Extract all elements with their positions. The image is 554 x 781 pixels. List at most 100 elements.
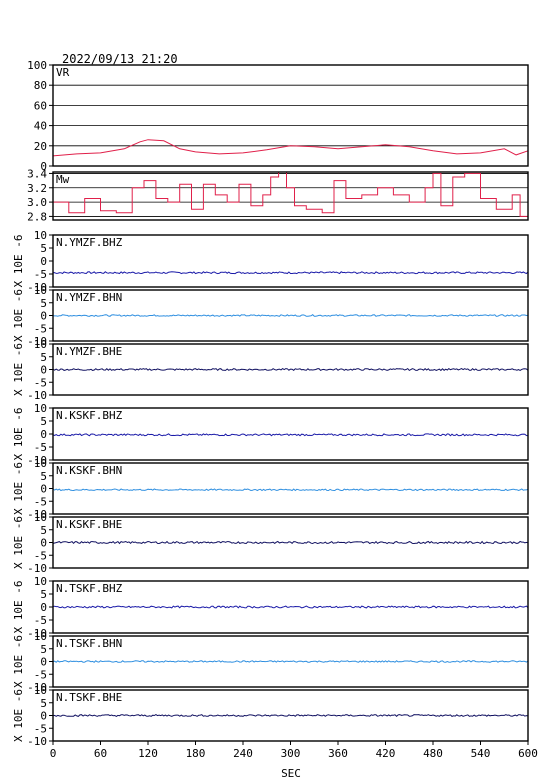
y-axis-label: X 10E -6 bbox=[12, 343, 25, 396]
y-axis-label: X 10E -6 bbox=[12, 235, 25, 288]
y-tick-label: -10 bbox=[27, 389, 47, 402]
x-axis-label: SEC bbox=[281, 767, 301, 780]
x-tick-label: 420 bbox=[376, 747, 396, 760]
y-tick-label: 0 bbox=[40, 364, 47, 377]
panel-label: Mw bbox=[56, 173, 70, 186]
y-axis-label: X 10E -6 bbox=[12, 516, 25, 569]
x-tick-label: 240 bbox=[233, 747, 253, 760]
y-axis-label: X 10E -6 bbox=[12, 462, 25, 515]
y-tick-label: 20 bbox=[34, 140, 47, 153]
panel-label: N.TSKF.BHE bbox=[56, 691, 122, 704]
y-tick-label: 5 bbox=[40, 524, 47, 537]
y-tick-label: 5 bbox=[40, 297, 47, 310]
panel-label: N.YMZF.BHE bbox=[56, 345, 122, 358]
y-tick-label: -5 bbox=[34, 668, 47, 681]
x-tick-label: 360 bbox=[328, 747, 348, 760]
y-tick-label: -10 bbox=[27, 335, 47, 348]
y-tick-label: 3.0 bbox=[27, 196, 47, 209]
panel-frame bbox=[52, 289, 529, 342]
y-tick-label: -5 bbox=[34, 322, 47, 335]
panel-frame bbox=[52, 343, 529, 396]
y-tick-label: 0 bbox=[40, 428, 47, 441]
y-tick-label: 5 bbox=[40, 643, 47, 656]
y-tick-label: 5 bbox=[40, 588, 47, 601]
series-line bbox=[52, 271, 529, 275]
y-tick-label: 0 bbox=[40, 160, 47, 173]
y-tick-label: 10 bbox=[34, 684, 47, 697]
y-tick-label: 10 bbox=[34, 511, 47, 524]
y-tick-label: 0 bbox=[40, 255, 47, 268]
y-tick-label: -10 bbox=[27, 562, 47, 575]
panel-label: N.KSKF.BHN bbox=[56, 464, 122, 477]
series-line bbox=[52, 605, 529, 609]
y-tick-label: 60 bbox=[34, 99, 47, 112]
panel-label: N.TSKF.BHN bbox=[56, 637, 122, 650]
y-tick-label: 10 bbox=[34, 338, 47, 351]
x-tick-label: 480 bbox=[423, 747, 443, 760]
y-tick-label: 10 bbox=[34, 575, 47, 588]
series-line bbox=[52, 660, 529, 663]
panel-label: N.TSKF.BHZ bbox=[56, 582, 123, 595]
y-tick-label: -10 bbox=[27, 281, 47, 294]
y-tick-label: -5 bbox=[34, 722, 47, 735]
y-tick-label: 0 bbox=[40, 483, 47, 496]
y-tick-label: -10 bbox=[27, 508, 47, 521]
panel-vr: 0 20 40 60 80 100 VR bbox=[27, 59, 529, 173]
y-tick-label: 0 bbox=[40, 710, 47, 723]
y-axis-label: X 10E -6 bbox=[12, 289, 25, 342]
series-line bbox=[53, 171, 529, 217]
y-tick-label: 10 bbox=[34, 402, 47, 415]
y-tick-label: 100 bbox=[27, 59, 47, 72]
y-axis-label: X 10E -6 bbox=[12, 689, 25, 742]
panel-frame bbox=[52, 580, 529, 634]
timestamp: 2022/09/13 21:20 bbox=[62, 52, 178, 66]
panel-frame bbox=[52, 635, 529, 688]
panel-frame bbox=[52, 64, 529, 167]
panel-frame bbox=[52, 171, 529, 221]
series-line bbox=[52, 367, 529, 372]
y-axis-label: X 10E -6 bbox=[12, 581, 25, 634]
series-line bbox=[52, 714, 529, 717]
y-tick-label: 5 bbox=[40, 470, 47, 483]
y-tick-label: 5 bbox=[40, 351, 47, 364]
y-tick-label: 3.2 bbox=[27, 182, 47, 195]
y-tick-label: 10 bbox=[34, 457, 47, 470]
y-tick-label: 40 bbox=[34, 120, 47, 133]
panel-label: N.YMZF.BHZ bbox=[56, 236, 123, 249]
y-tick-label: -10 bbox=[27, 454, 47, 467]
x-tick-label: 0 bbox=[50, 747, 57, 760]
series-line bbox=[52, 139, 529, 157]
y-axis-label: X 10E -6 bbox=[12, 408, 25, 461]
y-tick-label: 5 bbox=[40, 242, 47, 255]
panel-label: N.KSKF.BHE bbox=[56, 518, 122, 531]
y-tick-label: 3.4 bbox=[27, 167, 47, 180]
y-axis-label: X 10E -6 bbox=[12, 635, 25, 688]
y-tick-label: -10 bbox=[27, 735, 47, 748]
x-tick-label: 60 bbox=[94, 747, 107, 760]
y-tick-label: 5 bbox=[40, 697, 47, 710]
x-tick-label: 600 bbox=[518, 747, 538, 760]
x-tick-label: 120 bbox=[138, 747, 158, 760]
series-line bbox=[52, 488, 529, 492]
panel-frame bbox=[52, 462, 529, 515]
y-tick-label: -5 bbox=[34, 614, 47, 627]
x-tick-label: 300 bbox=[281, 747, 301, 760]
y-tick-label: 10 bbox=[34, 229, 47, 242]
x-tick-label: 180 bbox=[186, 747, 206, 760]
y-tick-label: -5 bbox=[34, 549, 47, 562]
y-tick-label: -5 bbox=[34, 376, 47, 389]
panel-label: N.KSKF.BHZ bbox=[56, 409, 123, 422]
panel-frame bbox=[52, 234, 529, 288]
y-tick-label: -5 bbox=[34, 495, 47, 508]
